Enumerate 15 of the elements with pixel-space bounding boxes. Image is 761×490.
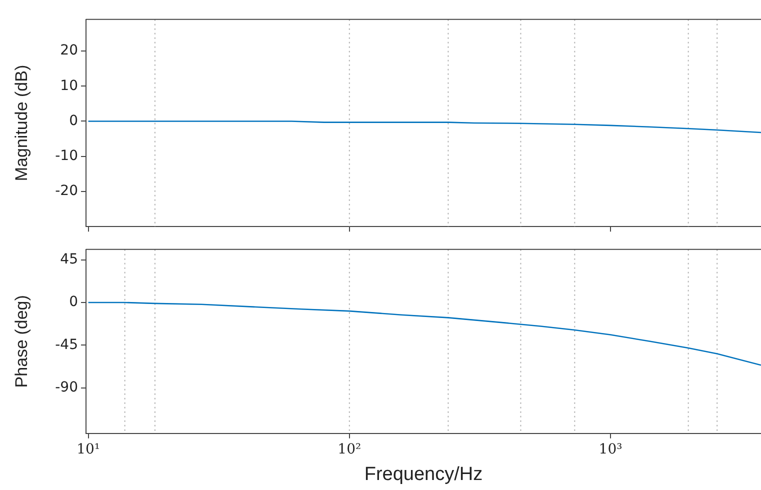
y-tick-label: 45 — [60, 251, 78, 268]
x-tick-label: 10¹ — [76, 441, 100, 458]
y-tick-label: 0 — [69, 112, 78, 129]
y-tick-label: -90 — [55, 380, 78, 396]
y-tick-label: -45 — [55, 336, 78, 353]
y-tick-label: -20 — [55, 183, 78, 200]
x-tick-label: 10² — [338, 441, 362, 458]
y-tick-label: -10 — [55, 148, 78, 164]
x-axis-title: Frequency/Hz — [364, 464, 483, 485]
y-axis-title: Phase (deg) — [12, 295, 31, 388]
x-tick-label: 10³ — [598, 441, 622, 458]
y-tick-label: 20 — [60, 42, 78, 59]
y-tick-label: 10 — [60, 78, 78, 94]
y-axis-title: Magnitude (dB) — [12, 64, 31, 182]
y-tick-label: 0 — [69, 294, 78, 310]
